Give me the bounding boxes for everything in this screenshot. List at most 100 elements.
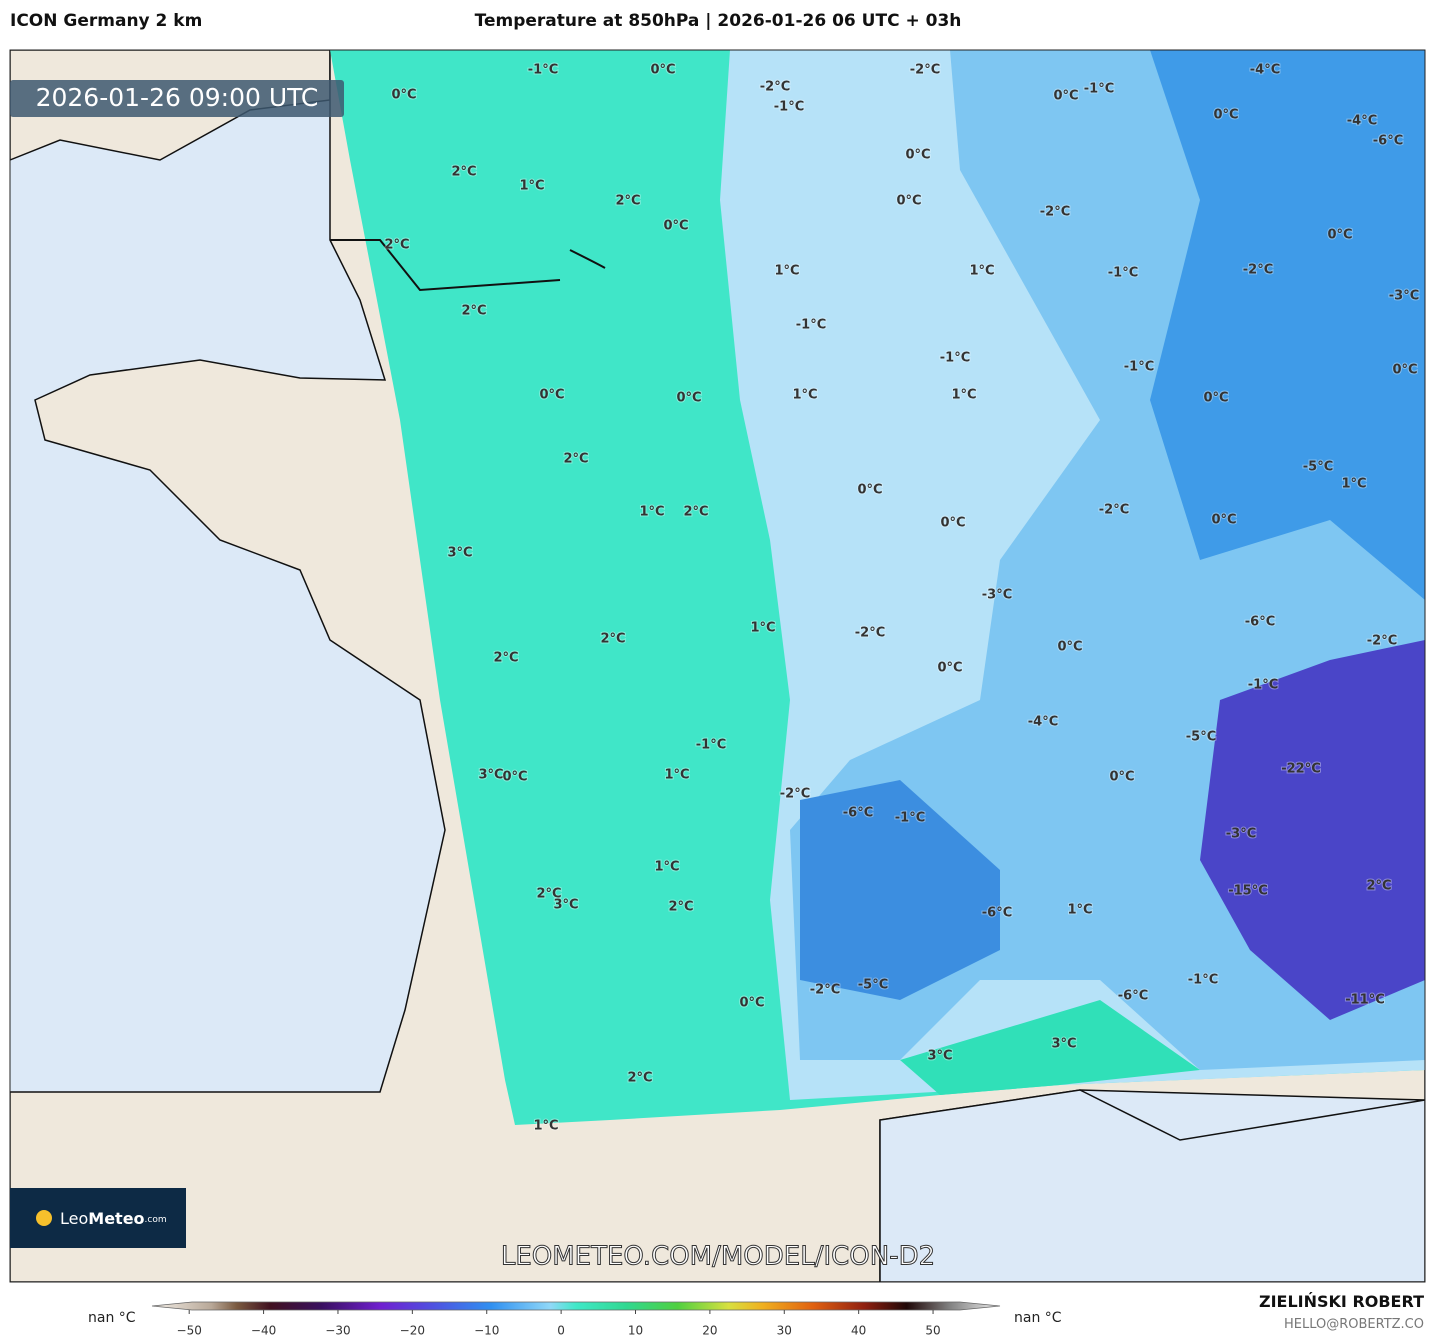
temperature-label: 0°C <box>857 483 882 498</box>
temperature-label: 0°C <box>940 516 965 531</box>
temperature-label: 3°C <box>553 898 578 913</box>
temperature-label: -4°C <box>1028 715 1058 730</box>
temperature-label: 2°C <box>683 505 708 520</box>
sea-mediterranean <box>879 1089 1425 1282</box>
temperature-label: 3°C <box>447 546 472 561</box>
temperature-label: -1°C <box>1108 266 1138 281</box>
temperature-label: -2°C <box>1099 503 1129 518</box>
temperature-label: 2°C <box>493 651 518 666</box>
logo: LeoMeteo.com <box>60 1209 167 1228</box>
temperature-label: -1°C <box>696 738 726 753</box>
temperature-label: 2°C <box>461 304 486 319</box>
temperature-label: 2°C <box>536 887 561 902</box>
temperature-label: -2°C <box>1243 263 1273 278</box>
temperature-label: 2°C <box>627 1071 652 1086</box>
email: HELLO@ROBERTZ.CO <box>1284 1317 1424 1332</box>
temperature-label: 0°C <box>1203 391 1228 406</box>
temperature-label: -6°C <box>982 906 1012 921</box>
temperature-label: 1°C <box>639 505 664 520</box>
temperature-label: 1°C <box>519 179 544 194</box>
temperature-label: 3°C <box>1051 1037 1076 1052</box>
temperature-label: -6°C <box>1245 615 1275 630</box>
temperature-field-massif <box>800 780 1000 1000</box>
temperature-field-alps <box>1200 640 1425 1020</box>
temperature-label: -1°C <box>1248 678 1278 693</box>
temperature-label: -2°C <box>910 63 940 78</box>
temperature-label: 1°C <box>1067 903 1092 918</box>
temperature-label: -1°C <box>940 351 970 366</box>
temperature-label: 2°C <box>563 452 588 467</box>
temperature-label: -3°C <box>982 588 1012 603</box>
temperature-label: -5°C <box>1303 460 1333 475</box>
temperature-label: 2°C <box>600 632 625 647</box>
temperature-field-coast <box>900 1000 1200 1095</box>
temperature-label: 2°C <box>615 194 640 209</box>
temperature-label: -3°C <box>1226 827 1256 842</box>
colorbar-tick-label: 40 <box>851 1324 866 1338</box>
temperature-label: 1°C <box>1341 477 1366 492</box>
timestamp-box <box>10 80 344 117</box>
temperature-label: -1°C <box>1188 973 1218 988</box>
temperature-label: 0°C <box>1057 640 1082 655</box>
colorbar-tick-label: −30 <box>325 1324 350 1338</box>
map-frame <box>9 49 1426 1283</box>
temperature-label: -1°C <box>796 318 826 333</box>
temperature-label: -3°C <box>1389 289 1419 304</box>
temperature-label: -1°C <box>528 63 558 78</box>
colorbar-tick-label: 30 <box>777 1324 792 1338</box>
temperature-label: -1°C <box>774 100 804 115</box>
logo-light: Leo <box>60 1209 88 1228</box>
map-title: Temperature at 850hPa | 2026-01-26 06 UT… <box>475 11 962 31</box>
temperature-label: 0°C <box>663 219 688 234</box>
temperature-label: 0°C <box>391 88 416 103</box>
logo-bold: Meteo <box>88 1209 144 1228</box>
map: -1°C 0°C 0°C -2°C -1°C -2°C 0°C -1°C -4°C 0°C -4°C… <box>10 50 1425 1282</box>
temperature-label: -6°C <box>843 806 873 821</box>
temperature-label: 0°C <box>1392 363 1417 378</box>
logo-sun <box>36 1210 52 1226</box>
temperature-label: 0°C <box>1327 228 1352 243</box>
colorbar-tick-label: −10 <box>474 1324 499 1338</box>
temperature-label: -6°C <box>1118 989 1148 1004</box>
colorbar-tick-label: −50 <box>177 1324 202 1338</box>
temperature-label: 0°C <box>502 770 527 785</box>
temperature-label: -2°C <box>810 983 840 998</box>
timestamp: 2026-01-26 09:00 UTC <box>36 83 319 112</box>
temperature-label: 3°C <box>478 768 503 783</box>
temperature-labels: -1°C 0°C 0°C -2°C -1°C -2°C 0°C -1°C -4°C 0°C -4°C… <box>383 62 1420 1135</box>
temperature-label: 1°C <box>792 388 817 403</box>
temperature-label: 2°C <box>668 900 693 915</box>
temperature-label: -4°C <box>1250 63 1280 78</box>
temperature-label: 1°C <box>969 264 994 279</box>
temperature-label: 0°C <box>1053 89 1078 104</box>
temperature-label: -5°C <box>858 978 888 993</box>
temperature-label: -22°C <box>1281 762 1321 777</box>
temperature-label: -1°C <box>895 811 925 826</box>
nan-right: nan °C <box>1014 1310 1062 1326</box>
author: ZIELIŃSKI ROBERT <box>1259 1292 1424 1311</box>
temperature-label: 1°C <box>664 768 689 783</box>
temperature-label: -2°C <box>855 626 885 641</box>
colorbar-tick-label: 0 <box>557 1324 565 1338</box>
temperature-label: 1°C <box>533 1119 558 1134</box>
model-name: ICON Germany 2 km <box>10 11 202 31</box>
temperature-label: -2°C <box>1367 634 1397 649</box>
temperature-label: -15°C <box>1228 884 1268 899</box>
temperature-label: 1°C <box>654 860 679 875</box>
coastline <box>330 239 606 292</box>
colorbar-tick-label: −20 <box>400 1324 425 1338</box>
temperature-label: 1°C <box>750 621 775 636</box>
temperature-label: 2°C <box>384 238 409 253</box>
temperature-label: -11°C <box>1345 993 1385 1008</box>
temperature-label: -2°C <box>760 80 790 95</box>
colorbar: −50 −40 −30 −20 −10 0 10 20 30 40 50 <box>151 1301 1001 1338</box>
temperature-label: -1°C <box>1084 82 1114 97</box>
colorbar-tick-label: −40 <box>251 1324 276 1338</box>
temperature-label: 0°C <box>650 63 675 78</box>
colorbar-tick-label: 20 <box>702 1324 717 1338</box>
temperature-label: 0°C <box>739 996 764 1011</box>
logo-suffix: .com <box>145 1215 167 1225</box>
temperature-label: 3°C <box>927 1049 952 1064</box>
